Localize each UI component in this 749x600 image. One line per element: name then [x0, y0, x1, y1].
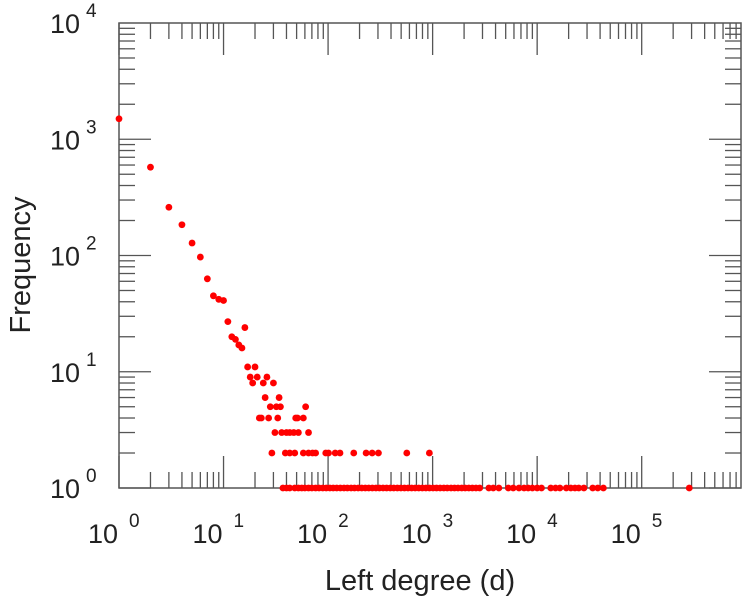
data-point	[403, 449, 411, 457]
data-point	[331, 449, 339, 457]
y-axis-title: Frequency	[5, 196, 37, 334]
data-point	[495, 484, 503, 492]
data-point	[489, 484, 497, 492]
data-point	[589, 484, 597, 492]
data-point	[265, 414, 273, 422]
data-point	[232, 335, 239, 343]
data-point	[147, 163, 154, 171]
data-point	[509, 484, 517, 492]
data-point	[278, 429, 286, 436]
data-point	[575, 484, 583, 492]
data-point	[274, 414, 282, 422]
data-point	[165, 203, 173, 211]
data-point	[224, 318, 232, 326]
x-axis-title: Left degree (d)	[325, 565, 515, 597]
plot-frame	[118, 22, 742, 489]
x-tick-exponent: 1	[234, 511, 245, 532]
x-tick-exponent: 0	[129, 511, 140, 532]
data-points	[115, 115, 693, 492]
data-point	[685, 484, 693, 492]
y-tick-exponent: 1	[86, 350, 97, 371]
data-point	[115, 115, 123, 123]
x-tick-exponent: 4	[547, 511, 558, 532]
data-point	[325, 449, 332, 457]
data-point	[305, 429, 312, 436]
data-point	[249, 379, 257, 387]
data-point	[238, 344, 246, 352]
data-point	[299, 449, 307, 457]
data-point	[210, 292, 217, 300]
data-point	[425, 449, 433, 457]
data-point	[556, 484, 564, 492]
data-point	[188, 239, 196, 247]
data-point	[302, 403, 310, 411]
y-tick-label: 10	[50, 9, 80, 39]
axis-ticks	[118, 23, 741, 489]
data-point	[270, 379, 277, 387]
data-point	[277, 403, 284, 411]
data-point	[275, 394, 283, 401]
data-point	[299, 414, 307, 422]
data-point	[291, 449, 299, 457]
data-point	[244, 363, 252, 371]
x-tick-exponent: 3	[443, 511, 454, 532]
x-tick-label: 10	[402, 519, 432, 549]
data-point	[251, 363, 259, 371]
x-tick-label: 10	[611, 519, 641, 549]
y-tick-exponent: 3	[86, 117, 97, 138]
tick-labels: 10 0 10 1 10 2 10 3 10 4 10 5 10 0 10 1 10 2 10 3 10 4	[50, 1, 662, 549]
x-tick-label: 10	[297, 519, 327, 549]
data-point	[476, 484, 484, 492]
data-point	[538, 484, 545, 492]
x-tick-exponent: 2	[338, 511, 349, 532]
data-point	[368, 449, 376, 457]
data-point	[241, 324, 249, 331]
y-tick-label: 10	[50, 358, 80, 388]
x-tick-label: 10	[88, 519, 118, 549]
data-point	[266, 403, 274, 411]
x-tick-exponent: 5	[652, 511, 663, 532]
data-point	[178, 221, 186, 229]
data-point	[286, 449, 294, 457]
data-point	[257, 414, 265, 422]
data-point	[196, 253, 204, 261]
data-point	[547, 484, 555, 492]
data-point	[259, 379, 267, 387]
data-point	[350, 449, 358, 457]
data-point	[286, 484, 294, 492]
y-tick-label: 10	[50, 474, 80, 504]
data-point	[599, 484, 607, 492]
data-point	[271, 429, 279, 436]
y-tick-label: 10	[50, 125, 80, 155]
data-point	[336, 449, 344, 457]
y-tick-label: 10	[50, 242, 80, 272]
y-tick-exponent: 4	[86, 1, 97, 22]
data-point	[253, 373, 261, 381]
data-point	[246, 373, 254, 381]
data-point	[515, 484, 523, 492]
data-point	[203, 275, 211, 283]
data-point	[375, 449, 382, 457]
data-point	[220, 297, 227, 304]
data-point	[261, 394, 269, 401]
data-point	[312, 449, 320, 457]
data-point	[268, 449, 276, 457]
y-tick-exponent: 0	[86, 466, 97, 487]
data-point	[362, 449, 370, 457]
y-tick-exponent: 2	[86, 234, 97, 255]
x-tick-label: 10	[506, 519, 536, 549]
data-point	[263, 373, 271, 381]
data-point	[580, 484, 588, 492]
x-tick-label: 10	[193, 519, 223, 549]
data-point	[528, 484, 536, 492]
data-point	[594, 484, 602, 492]
data-point	[294, 414, 301, 422]
data-point	[504, 484, 512, 492]
data-point	[294, 429, 302, 436]
